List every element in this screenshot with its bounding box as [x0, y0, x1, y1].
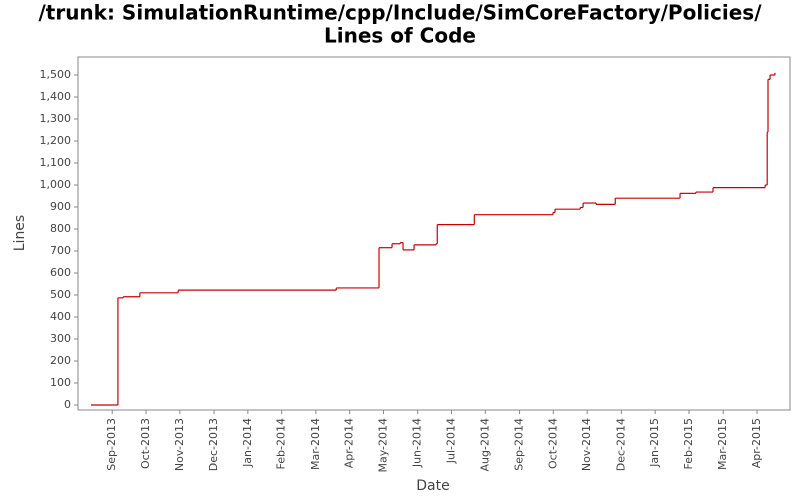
x-tick-label: Nov-2014 — [580, 418, 593, 471]
plot-area — [77, 56, 791, 411]
x-tick-label: Sep-2013 — [105, 418, 118, 471]
x-tick-label: Jul-2014 — [445, 418, 458, 464]
x-tick-label: May-2014 — [376, 418, 389, 473]
x-tick-label: Mar-2015 — [716, 418, 729, 470]
chart-title: /trunk: SimulationRuntime/cpp/Include/Si… — [38, 1, 762, 25]
x-tick-label: Mar-2014 — [309, 418, 322, 470]
chart-title: Lines of Code — [324, 24, 476, 48]
y-tick-label: 1,400 — [40, 90, 72, 103]
y-tick-label: 300 — [50, 332, 71, 345]
x-tick-label: Nov-2013 — [173, 418, 186, 471]
x-tick-label: Feb-2015 — [682, 418, 695, 469]
x-tick-label: Jun-2014 — [411, 418, 424, 468]
y-tick-label: 800 — [50, 222, 71, 235]
x-tick-label: Sep-2014 — [513, 418, 526, 471]
y-tick-label: 700 — [50, 244, 71, 257]
x-tick-label: Apr-2015 — [750, 418, 763, 468]
y-tick-label: 0 — [64, 398, 71, 411]
y-tick-label: 1,300 — [40, 112, 72, 125]
y-tick-label: 500 — [50, 288, 71, 301]
y-tick-label: 200 — [50, 354, 71, 367]
y-tick-label: 1,200 — [40, 134, 72, 147]
x-tick-label: Apr-2014 — [343, 418, 356, 468]
x-tick-label: Dec-2013 — [207, 418, 220, 471]
x-tick-label: Aug-2014 — [478, 418, 491, 471]
x-tick-label: Jan-2014 — [241, 418, 254, 468]
x-tick-label: Jan-2015 — [648, 418, 661, 468]
y-tick-label: 900 — [50, 200, 71, 213]
x-tick-label: Dec-2014 — [614, 418, 627, 471]
y-tick-label: 1,000 — [40, 178, 72, 191]
x-axis-title: Date — [416, 478, 449, 494]
y-tick-label: 600 — [50, 266, 71, 279]
x-tick-label: Feb-2014 — [275, 418, 288, 469]
x-tick-label: Oct-2014 — [546, 418, 559, 469]
y-tick-label: 100 — [50, 376, 71, 389]
y-tick-label: 1,100 — [40, 156, 72, 169]
x-tick-label: Oct-2013 — [139, 418, 152, 469]
y-tick-label: 400 — [50, 310, 71, 323]
y-axis-title: Lines — [12, 215, 28, 251]
y-tick-label: 1,500 — [40, 68, 72, 81]
